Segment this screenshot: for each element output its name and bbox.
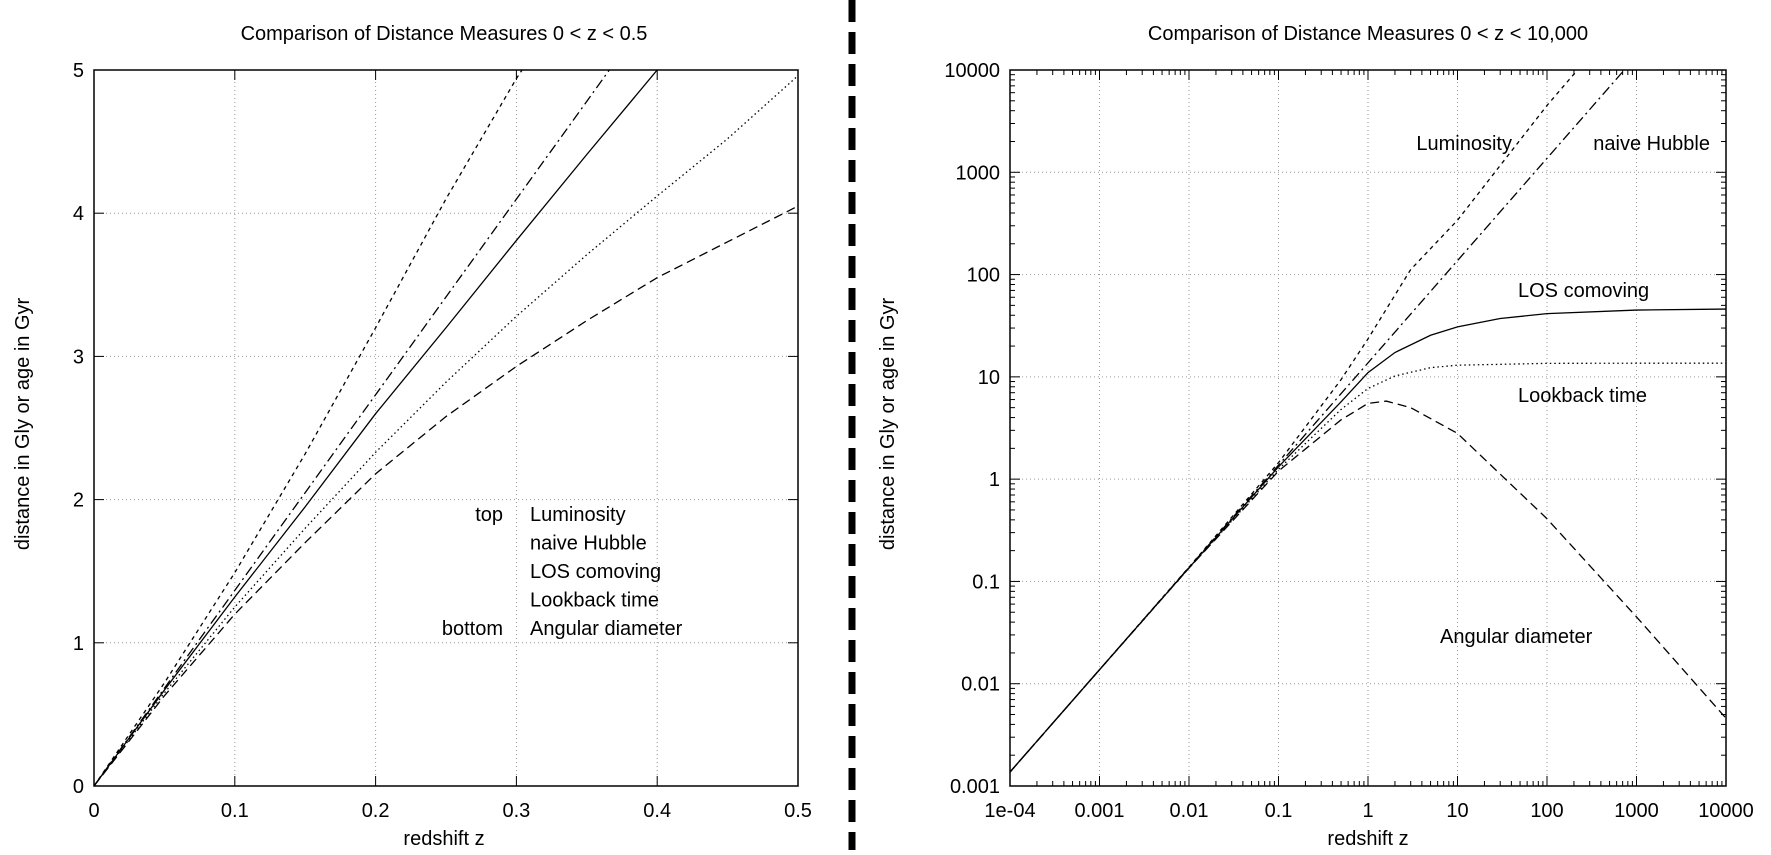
y-tick-label: 10000 xyxy=(944,60,1000,82)
y-axis-label: distance in Gly or age in Gyr xyxy=(877,297,899,550)
x-tick-label: 1e-04 xyxy=(984,800,1035,822)
y-tick-label: 2 xyxy=(73,490,84,512)
curve-annotation: LOS comoving xyxy=(1518,280,1649,302)
y-tick-label: 3 xyxy=(73,346,84,368)
legend-entry: Luminosity xyxy=(530,504,626,526)
curve-annotation: Luminosity xyxy=(1416,133,1512,155)
x-tick-label: 1000 xyxy=(1614,800,1659,822)
series-line-angular-diameter xyxy=(94,205,798,786)
plot-frame xyxy=(93,69,799,787)
series-line-los-comoving xyxy=(94,70,658,786)
y-tick-label: 0.001 xyxy=(950,776,1000,798)
legend-entry: Angular diameter xyxy=(530,618,683,640)
x-tick-label: 0.4 xyxy=(643,800,671,822)
legend-marker: top xyxy=(475,504,503,526)
right-chart: Comparison of Distance Measures 0 < z < … xyxy=(877,23,1754,850)
x-tick-label: 0.3 xyxy=(502,800,530,822)
series-line-lookback-time xyxy=(94,75,798,786)
legend-entry: naive Hubble xyxy=(530,533,647,555)
x-tick-label: 0.2 xyxy=(362,800,390,822)
plot-frame xyxy=(1009,69,1727,787)
chart-title: Comparison of Distance Measures 0 < z < … xyxy=(241,23,648,45)
x-axis-label: redshift z xyxy=(403,828,484,850)
curve-annotation: naive Hubble xyxy=(1593,133,1710,155)
y-tick-label: 5 xyxy=(73,60,84,82)
y-tick-label: 0.1 xyxy=(972,571,1000,593)
y-tick-label: 1000 xyxy=(956,162,1001,184)
y-tick-label: 10 xyxy=(978,367,1000,389)
x-tick-label: 0.1 xyxy=(221,800,249,822)
x-tick-label: 1 xyxy=(1362,800,1373,822)
y-axis-label: distance in Gly or age in Gyr xyxy=(12,297,34,550)
x-tick-label: 0 xyxy=(88,800,99,822)
left-chart: Comparison of Distance Measures 0 < z < … xyxy=(12,23,812,850)
series-line-angular-diameter xyxy=(1010,400,1726,773)
legend-entry: Lookback time xyxy=(530,590,659,612)
x-tick-label: 0.001 xyxy=(1074,800,1124,822)
y-tick-label: 100 xyxy=(967,265,1000,287)
y-tick-label: 4 xyxy=(73,203,84,225)
y-tick-label: 1 xyxy=(73,633,84,655)
legend-entry: LOS comoving xyxy=(530,561,661,583)
series-line-naive-hubble xyxy=(94,70,610,786)
y-tick-label: 0.01 xyxy=(961,674,1000,696)
legend-marker: bottom xyxy=(442,618,503,640)
x-tick-label: 10 xyxy=(1446,800,1468,822)
y-tick-label: 1 xyxy=(989,469,1000,491)
series-line-luminosity xyxy=(94,70,523,786)
chart-title: Comparison of Distance Measures 0 < z < … xyxy=(1148,23,1588,45)
x-tick-label: 0.01 xyxy=(1170,800,1209,822)
curve-annotation: Lookback time xyxy=(1518,385,1647,407)
x-tick-label: 100 xyxy=(1530,800,1563,822)
y-tick-label: 0 xyxy=(73,776,84,798)
x-axis-label: redshift z xyxy=(1327,828,1408,850)
x-tick-label: 10000 xyxy=(1698,800,1754,822)
series-line-lookback-time xyxy=(1010,362,1726,773)
x-tick-label: 0.5 xyxy=(784,800,812,822)
curve-annotation: Angular diameter xyxy=(1440,626,1593,648)
x-tick-label: 0.1 xyxy=(1265,800,1293,822)
